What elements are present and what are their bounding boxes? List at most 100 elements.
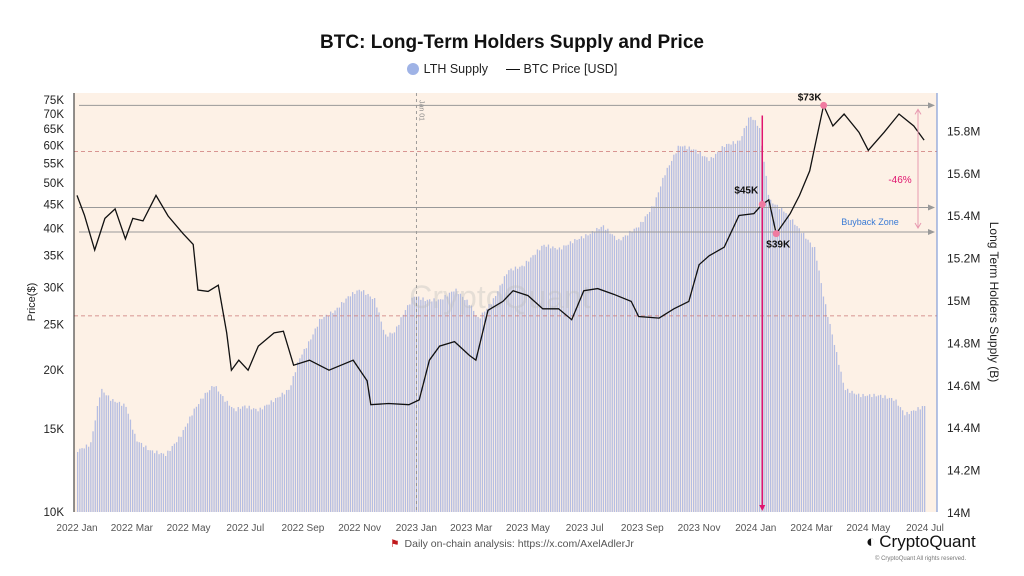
lth-supply-bar bbox=[618, 238, 620, 512]
lth-supply-bar bbox=[413, 296, 415, 512]
lth-supply-bar bbox=[466, 299, 468, 512]
lth-supply-bar bbox=[303, 348, 305, 512]
lth-supply-bar bbox=[149, 450, 151, 512]
lth-supply-bar bbox=[259, 407, 261, 512]
lth-supply-bar bbox=[904, 415, 906, 512]
lth-supply-bar bbox=[224, 401, 226, 512]
lth-supply-bar bbox=[189, 416, 191, 512]
lth-supply-bar bbox=[253, 408, 255, 512]
lth-supply-bar bbox=[536, 249, 539, 512]
lth-supply-bar bbox=[407, 305, 409, 512]
lth-supply-bar bbox=[367, 293, 369, 512]
lth-supply-bar bbox=[235, 411, 237, 512]
lth-supply-bar bbox=[143, 447, 145, 512]
lth-supply-bar bbox=[158, 454, 160, 512]
lth-supply-bar bbox=[136, 441, 138, 512]
y-left-tick-label: 55K bbox=[44, 158, 65, 170]
lth-supply-bar bbox=[79, 448, 81, 512]
y-left-tick-label: 10K bbox=[44, 507, 65, 519]
lth-supply-bar bbox=[437, 299, 440, 512]
lth-supply-bar bbox=[341, 302, 343, 512]
lth-supply-bar bbox=[479, 318, 481, 512]
annotation-marker bbox=[758, 200, 766, 208]
y-right-tick-label: 15.8M bbox=[947, 124, 980, 138]
lth-supply-bar bbox=[314, 328, 316, 512]
lth-supply-bar bbox=[710, 157, 712, 512]
y-right-tick-label: 14.2M bbox=[947, 464, 980, 478]
lth-supply-bar bbox=[851, 390, 853, 512]
lth-supply-bar bbox=[376, 307, 378, 512]
lth-supply-bar bbox=[204, 392, 206, 512]
lth-supply-bar bbox=[352, 292, 354, 512]
lth-supply-bar bbox=[495, 296, 497, 512]
lth-supply-bar bbox=[816, 260, 818, 512]
lth-supply-bar bbox=[244, 405, 246, 512]
lth-supply-bar bbox=[591, 231, 594, 512]
lth-supply-bar bbox=[94, 420, 96, 512]
lth-supply-bar bbox=[842, 382, 844, 512]
lth-supply-bar bbox=[387, 336, 389, 512]
lth-supply-bar bbox=[600, 226, 602, 512]
lth-supply-bar bbox=[420, 299, 422, 512]
lth-supply-bar bbox=[396, 326, 398, 512]
lth-supply-bar bbox=[457, 294, 459, 512]
legend-swatch-price bbox=[505, 69, 520, 70]
lth-supply-bar bbox=[488, 304, 490, 512]
lth-supply-bar bbox=[112, 399, 114, 512]
lth-supply-bar bbox=[514, 266, 517, 512]
lth-supply-bar bbox=[195, 406, 198, 512]
lth-supply-bar bbox=[805, 238, 807, 512]
lth-supply-bar bbox=[431, 301, 433, 512]
lth-supply-bar bbox=[820, 283, 822, 512]
lth-supply-bar bbox=[470, 305, 473, 512]
lth-supply-bar bbox=[880, 394, 882, 512]
lth-supply-bar bbox=[477, 316, 479, 512]
lth-supply-bar bbox=[530, 257, 532, 512]
y-left-tick-label: 50K bbox=[44, 178, 65, 190]
annotation-marker bbox=[820, 101, 828, 109]
lth-supply-bar bbox=[378, 312, 380, 512]
lth-supply-bar bbox=[622, 236, 624, 512]
lth-supply-bar bbox=[862, 393, 864, 512]
lth-supply-bar bbox=[759, 128, 761, 512]
lth-supply-bar bbox=[429, 299, 431, 512]
lth-supply-bar bbox=[855, 394, 858, 512]
lth-supply-bar bbox=[409, 304, 411, 512]
lth-supply-bar bbox=[770, 199, 772, 512]
lth-supply-bar bbox=[858, 393, 860, 512]
x-tick-label: 2022 Jan bbox=[56, 523, 97, 534]
lth-supply-bar bbox=[492, 298, 495, 512]
lth-supply-bar bbox=[888, 397, 891, 512]
lth-supply-bar bbox=[719, 151, 721, 512]
lth-supply-bar bbox=[178, 436, 180, 512]
lth-supply-bar bbox=[572, 243, 574, 512]
lth-supply-bar bbox=[239, 408, 242, 512]
lth-supply-bar bbox=[664, 175, 666, 512]
lth-supply-bar bbox=[96, 406, 99, 512]
lth-supply-bar bbox=[653, 206, 655, 512]
y-right-tick-label: 14.6M bbox=[947, 379, 980, 393]
lth-supply-bar bbox=[288, 389, 290, 512]
lth-supply-bar bbox=[310, 339, 312, 512]
lth-supply-bar bbox=[556, 249, 558, 512]
lth-supply-bar bbox=[330, 311, 332, 512]
lth-supply-bar bbox=[732, 141, 734, 512]
lth-supply-bar bbox=[147, 450, 149, 512]
drawdown-label: -46% bbox=[888, 175, 911, 186]
x-tick-label: 2022 Nov bbox=[338, 523, 381, 534]
lth-supply-bar bbox=[627, 235, 629, 512]
annotation-label: $45K bbox=[734, 185, 759, 196]
lth-supply-bar bbox=[211, 386, 213, 512]
lth-supply-bar bbox=[587, 235, 589, 513]
lth-supply-bar bbox=[811, 247, 814, 512]
lth-supply-bar bbox=[853, 393, 855, 512]
lth-supply-bar bbox=[789, 219, 792, 512]
lth-supply-bar bbox=[897, 405, 899, 512]
btc-price-line bbox=[76, 103, 925, 406]
lth-supply-bar bbox=[539, 250, 541, 512]
lth-supply-bar bbox=[609, 233, 611, 513]
lth-supply-bar bbox=[708, 160, 710, 512]
lth-supply-bar bbox=[191, 415, 193, 512]
lth-supply-bar bbox=[325, 314, 327, 512]
